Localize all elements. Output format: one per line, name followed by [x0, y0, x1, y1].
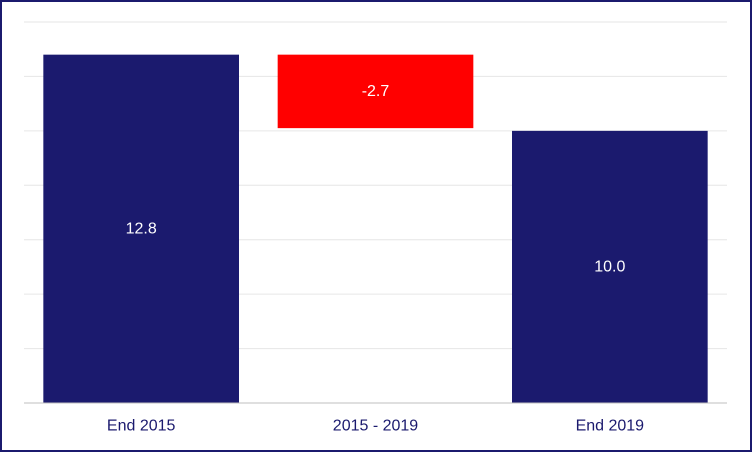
x-tick-label: End 2019 [576, 418, 645, 435]
bars: 12.8 -2.7 10.0 [43, 54, 708, 404]
x-tick-labels: End 2015 2015 - 2019 End 2019 [107, 418, 644, 435]
bar-end-2019 [511, 130, 708, 403]
x-tick-label: End 2015 [107, 418, 176, 435]
bar-end-2015 [43, 54, 240, 404]
data-label: 12.8 [126, 220, 157, 237]
bar-2015-2019 [277, 54, 474, 129]
data-label: -2.7 [362, 83, 390, 100]
x-tick-label: 2015 - 2019 [333, 418, 419, 435]
data-label: 10.0 [594, 258, 625, 275]
